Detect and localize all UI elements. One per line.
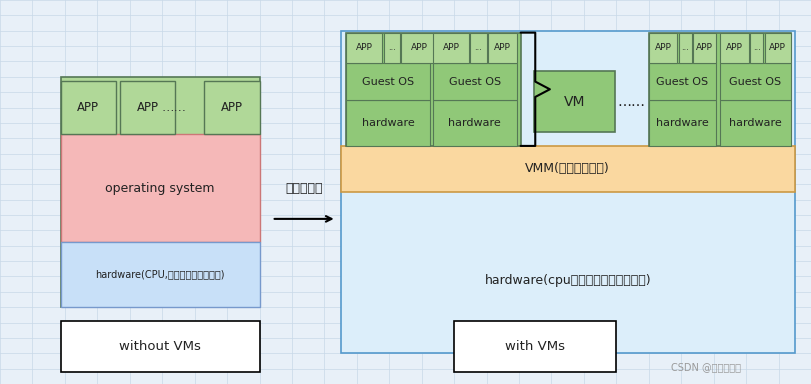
Bar <box>61 321 260 372</box>
Text: APP: APP <box>356 43 372 53</box>
Text: APP: APP <box>221 101 243 114</box>
Text: ……: …… <box>617 95 645 109</box>
Text: VM: VM <box>564 95 585 109</box>
Text: hardware: hardware <box>729 118 782 128</box>
Text: hardware(CPU,内存，磁盘，网络等): hardware(CPU,内存，磁盘，网络等) <box>96 270 225 280</box>
Bar <box>488 33 517 63</box>
Bar <box>341 31 795 353</box>
Text: hardware: hardware <box>656 118 709 128</box>
Bar <box>454 321 616 372</box>
Bar <box>120 81 175 134</box>
Bar <box>534 71 615 132</box>
Text: Guest OS: Guest OS <box>362 76 414 87</box>
Bar <box>649 33 677 63</box>
Text: hardware: hardware <box>448 118 501 128</box>
Text: APP: APP <box>136 101 159 114</box>
Bar <box>384 33 400 63</box>
Bar <box>346 100 430 146</box>
Text: ...: ... <box>388 43 396 53</box>
Bar <box>649 33 791 146</box>
Bar <box>433 33 469 63</box>
Bar <box>346 33 382 63</box>
Text: Guest OS: Guest OS <box>729 76 782 87</box>
Bar <box>61 77 260 307</box>
Bar <box>433 63 517 100</box>
Text: VMM(虚拟监控单元): VMM(虚拟监控单元) <box>526 162 610 175</box>
Bar <box>720 33 749 63</box>
Text: Guest OS: Guest OS <box>656 76 709 87</box>
Text: operating system: operating system <box>105 182 215 195</box>
Text: APP: APP <box>770 43 786 53</box>
Text: APP: APP <box>77 101 100 114</box>
Text: APP: APP <box>494 43 511 53</box>
Bar <box>720 63 791 100</box>
Text: APP: APP <box>411 43 427 53</box>
Text: CSDN @小立爱学网: CSDN @小立爱学网 <box>671 362 740 372</box>
Text: APP: APP <box>697 43 713 53</box>
Text: APP: APP <box>443 43 459 53</box>
Text: ...: ... <box>681 43 689 53</box>
Bar <box>433 100 517 146</box>
Bar <box>61 134 260 242</box>
Bar <box>693 33 716 63</box>
Text: ……: …… <box>161 101 186 114</box>
Text: Guest OS: Guest OS <box>448 76 501 87</box>
Text: with VMs: with VMs <box>505 340 565 353</box>
Bar <box>649 100 716 146</box>
Bar <box>341 146 795 192</box>
Bar <box>649 63 716 100</box>
Text: APP: APP <box>726 43 743 53</box>
Text: APP: APP <box>654 43 672 53</box>
Bar <box>346 33 521 146</box>
Bar <box>750 33 763 63</box>
Bar <box>720 100 791 146</box>
Text: hardware(cpu，内存，磁盘，网络等): hardware(cpu，内存，磁盘，网络等) <box>484 274 651 287</box>
Text: without VMs: without VMs <box>119 340 201 353</box>
Text: ...: ... <box>474 43 483 53</box>
Text: ...: ... <box>753 43 761 53</box>
Bar <box>679 33 692 63</box>
Bar <box>61 242 260 307</box>
Bar <box>401 33 437 63</box>
Text: 虚拟化技术: 虚拟化技术 <box>285 182 323 195</box>
Bar <box>61 81 116 134</box>
Bar <box>470 33 487 63</box>
Bar <box>765 33 791 63</box>
Bar <box>204 81 260 134</box>
Bar <box>346 63 430 100</box>
Text: hardware: hardware <box>362 118 414 128</box>
